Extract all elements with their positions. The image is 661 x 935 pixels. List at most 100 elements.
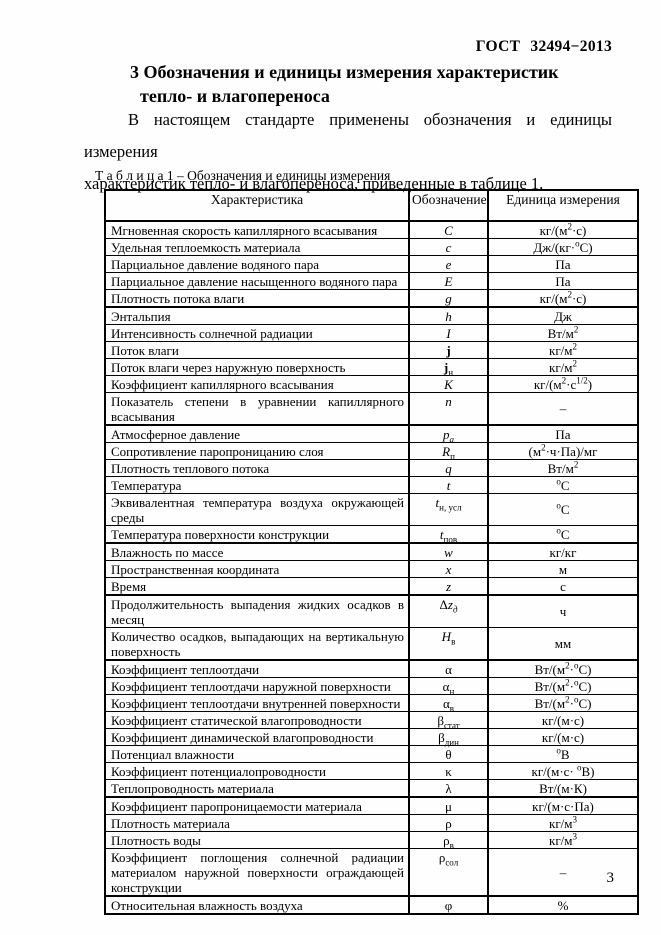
characteristic-cell: Плотность теплового потока [104,459,409,477]
table-row: Плотность теплового потока q Вт/м2 [104,459,638,477]
characteristic-cell: Поток влаги [104,341,409,359]
unit-cell: оВ [487,745,638,763]
characteristic-cell: Продолжительность выпадения жидких осадк… [104,594,409,628]
table-row: Температура t оС [104,476,638,494]
table-row: Относительная влажность воздуха φ% [104,895,638,914]
characteristic-cell: Парциальное давление водяного пара [104,255,409,273]
table-row: Атмосферное давление pа Па [104,424,638,444]
unit-cell: кг/(м·с) [487,728,638,746]
unit-cell: кг/(м2·с) [487,289,638,307]
symbol-cell: ρсол [408,848,488,896]
unit-cell: Па [487,424,638,443]
header-symbol: Обозначение [408,190,488,222]
symbol-cell: K [408,375,488,393]
unit-cell: кг/м3 [487,814,638,832]
unit-cell: кг/кг [487,542,638,561]
unit-cell: Вт/(м·К) [487,779,638,797]
characteristic-cell: Плотность потока влаги [104,289,409,307]
symbol-cell: w [408,542,488,561]
characteristic-cell: Плотность воды [104,831,409,849]
characteristic-cell: Мгновенная скорость капиллярного всасыва… [104,220,409,239]
symbol-cell: jн [408,358,488,377]
table-row: Поток влаги через наружную поверхность jн… [104,358,638,377]
unit-cell: Дж [487,306,638,325]
intro-paragraph-line2: характеристик тепло- и влагопереноса, пр… [84,174,544,193]
table-row: Время z с [104,577,638,595]
characteristic-cell: Потенциал влажности [104,745,409,763]
symbol-cell: Rп [408,442,488,461]
characteristic-cell: Температура [104,476,409,494]
table-row: Коэффициент поглощения солнечной радиаци… [104,848,638,896]
characteristic-cell: Парциальное давление насыщенного водяног… [104,272,409,290]
unit-cell: кг/(м2·с) [487,220,638,239]
unit-cell: Вт/(м2·оС) [487,694,638,712]
characteristic-cell: Энтальпия [104,306,409,325]
characteristic-cell: Удельная теплоемкость материала [104,238,409,256]
characteristic-cell: Коэффициент поглощения солнечной радиаци… [104,848,409,896]
page-number: 3 [606,870,615,886]
symbol-cell: t [408,476,488,494]
symbol-cell: g [408,289,488,307]
unit-cell: оС [487,493,638,526]
unit-cell: кг/м2 [487,358,638,376]
table-row: Удельная теплоемкость материала c Дж/(кг·о… [104,238,638,256]
table-row: Коэффициент паропроницаемости материала μ… [104,796,638,815]
symbol-cell: n [408,392,488,425]
characteristic-cell: Коэффициент паропроницаемости материала [104,796,409,815]
symbol-cell: α [408,659,488,678]
characteristic-cell: Коэффициент теплоотдачи внутренней повер… [104,694,409,712]
table-row: Пространственная координата x м [104,560,638,578]
characteristic-cell: Влажность по массе [104,542,409,561]
table-row: Показатель степени в уравнении капиллярн… [104,392,638,425]
table-row: Коэффициент статической влагопроводности… [104,711,638,730]
table-row: Плотность потока влаги g кг/(м2·с) [104,289,638,307]
characteristic-cell: Пространственная координата [104,560,409,578]
table-row: Энтальпия h Дж [104,306,638,325]
section-title: 3 Обозначения и единицы измерения характ… [130,60,610,108]
characteristic-cell: Плотность материала [104,814,409,832]
table-row: Эквивалентная температура воздуха окружа… [104,493,638,526]
characteristic-cell: Относительная влажность воздуха [104,895,409,914]
symbol-cell: αн [408,677,488,696]
characteristic-cell: Коэффициент статической влагопроводности [104,711,409,729]
symbol-cell: j [408,341,488,359]
unit-cell: с [487,577,638,595]
unit-cell: кг/м2 [487,341,638,359]
characteristic-cell: Теплопроводность материала [104,779,409,797]
table-body: Мгновенная скорость капиллярного всасыва… [104,220,638,914]
table-row: Парциальное давление водяного пара e Па [104,255,638,273]
doc-number: ГОСТ 32494−2013 [475,38,612,55]
intro-paragraph: В настоящем стандарте применены обозначе… [84,104,612,200]
symbol-cell: βстат [408,711,488,730]
symbol-cell: βдин [408,728,488,747]
table-row: Интенсивность солнечной радиации I Вт/м2 [104,324,638,342]
unit-cell: кг/м3 [487,831,638,849]
table-row: Количество осадков, выпадающих на вертик… [104,627,638,660]
symbol-cell: tпов [408,525,488,544]
unit-cell: ч [487,594,638,628]
characteristic-cell: Эквивалентная температура воздуха окружа… [104,493,409,526]
symbol-cell: I [408,324,488,342]
table-row: Поток влаги j кг/м2 [104,341,638,359]
characteristic-cell: Коэффициент динамической влагопроводност… [104,728,409,746]
table-row: Плотность воды ρв кг/м3 [104,831,638,850]
unit-cell: кг/(м·с) [487,711,638,729]
table-row: Сопротивление паропроницанию слоя Rп (м2·ч… [104,442,638,461]
table-row: Коэффициент теплоотдачи α Вт/(м2·оС) [104,659,638,678]
table-row: Продолжительность выпадения жидких осадк… [104,594,638,628]
unit-cell: – [487,848,638,896]
characteristic-cell: Коэффициент потенциалопроводности [104,762,409,780]
unit-cell: – [487,392,638,425]
table-row: Парциальное давление насыщенного водяног… [104,272,638,290]
header-unit: Единица измерения [487,190,638,222]
symbol-cell: Δzд [408,594,488,628]
characteristic-cell: Температура поверхности конструкции [104,525,409,543]
symbol-cell: C [408,220,488,239]
header-characteristic: Характеристика [104,190,409,222]
unit-cell: Вт/м2 [487,459,638,477]
unit-cell: м [487,560,638,578]
unit-cell: кг/(м·с· оВ) [487,762,638,780]
symbol-cell: z [408,577,488,595]
symbol-cell: x [408,560,488,578]
